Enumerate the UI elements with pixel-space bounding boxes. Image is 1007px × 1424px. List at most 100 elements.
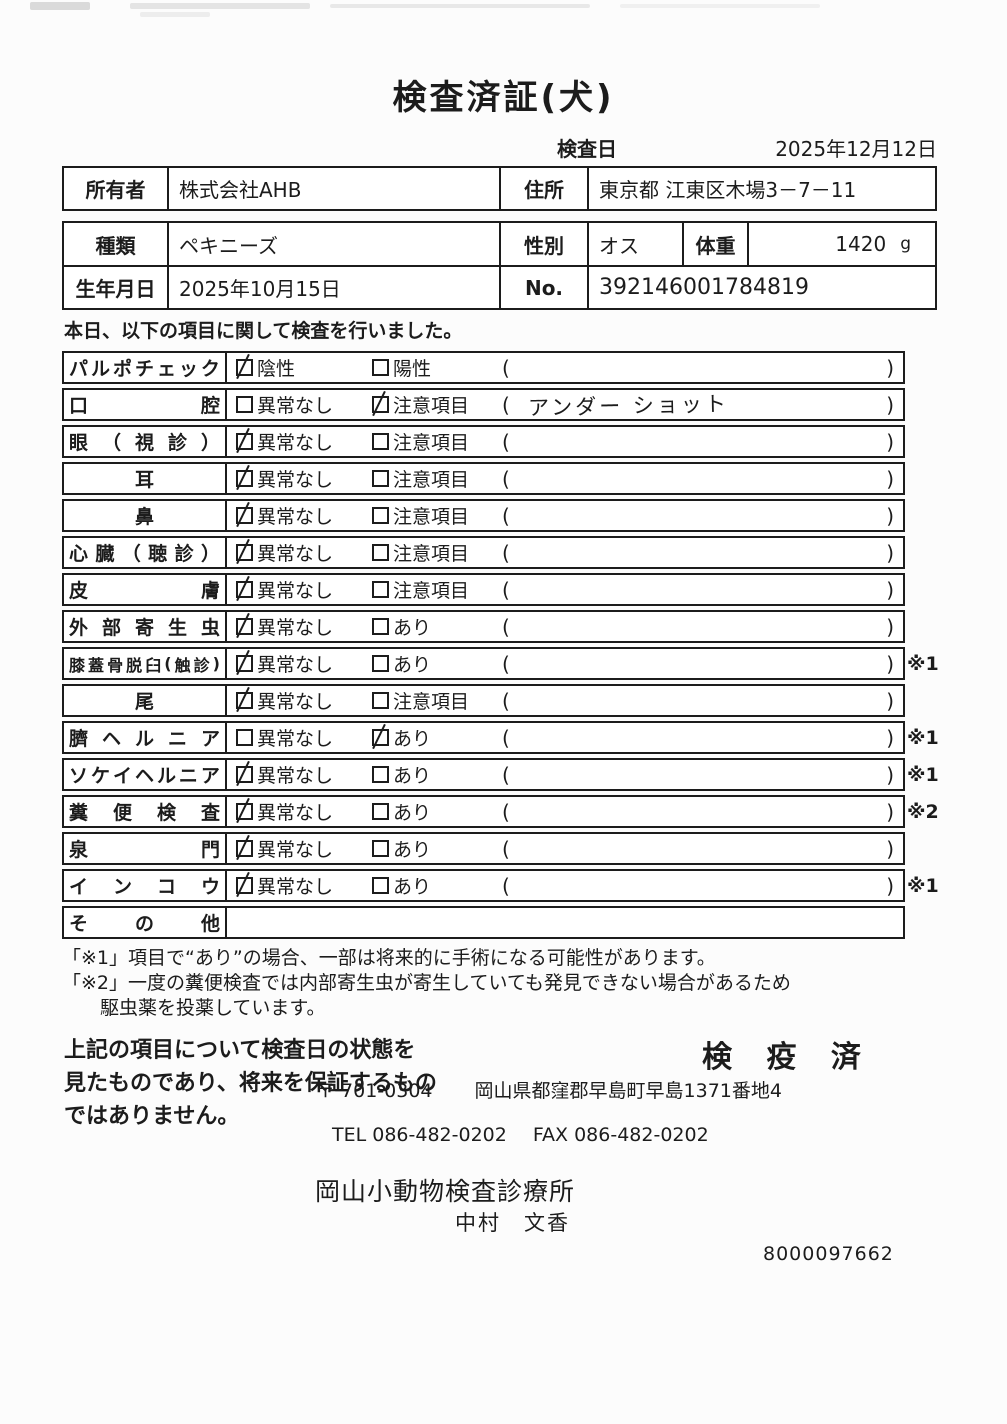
weight-value: 1420 g [747, 223, 939, 265]
clinic-postal-code: 〒 701-0304 [316, 1080, 433, 1102]
option2: 注意項目 [372, 687, 502, 714]
option1-checkbox [236, 692, 253, 709]
option1: 異常なし [236, 835, 372, 862]
paren-open: ( [502, 392, 510, 417]
checklist-row: 皮膚 異常なし 注意項目 ( ) [62, 573, 905, 606]
checklist-row: 外部寄生虫 異常なし あり ( ) [62, 610, 905, 643]
option2: 注意項目 [372, 428, 502, 455]
row-options: 異常なし 注意項目 ( ) [227, 575, 903, 604]
option1-checkbox [236, 803, 253, 820]
option2-checkbox [372, 470, 389, 487]
option1-label: 異常なし [257, 580, 334, 602]
paren-close: ) [886, 651, 894, 676]
pet-table: 種類 ペキニーズ 性別 オス 体重 1420 g 生年月日 2025年10月15… [62, 221, 937, 310]
option2-label: あり [393, 839, 432, 861]
option2-label: 注意項目 [393, 395, 470, 417]
option2-label: 注意項目 [393, 506, 470, 528]
row-options: 異常なし 注意項目 ( ) [227, 686, 903, 715]
checklist-row: ソケイヘルニア 異常なし あり ( ) ※1 [62, 758, 939, 791]
option2: 注意項目 [372, 539, 502, 566]
option2-checkbox [372, 655, 389, 672]
paren-open: ( [502, 873, 510, 898]
option1-checkbox [236, 470, 253, 487]
row-options: 異常なし あり ( ) [227, 797, 903, 826]
paren-open: ( [502, 725, 510, 750]
option1-label: 異常なし [257, 543, 334, 565]
paren-open: ( [502, 540, 510, 565]
option1: 異常なし [236, 613, 372, 640]
paren-close: ) [886, 836, 894, 861]
serial-number: 8000097662 [763, 1243, 894, 1265]
option1: 陰性 [236, 354, 372, 381]
scan-artifact [30, 2, 90, 10]
checklist: パルポチェック 陰性 陽性 ( ) 口腔 異常なし 注意項目 [62, 351, 939, 939]
option2-checkbox [372, 581, 389, 598]
row-options: 異常なし あり ( ) [227, 723, 903, 752]
option1: 異常なし [236, 687, 372, 714]
option1-checkbox [236, 507, 253, 524]
option2-checkbox [372, 618, 389, 635]
option2: 注意項目 [372, 391, 502, 418]
row-remark: ※1 [907, 875, 939, 897]
footnote-2-continued: 駆虫薬を投薬しています。 [100, 997, 326, 1019]
paren-close: ) [886, 799, 894, 824]
option2: 注意項目 [372, 465, 502, 492]
option2-label: 注意項目 [393, 580, 470, 602]
paren-close: ) [886, 688, 894, 713]
option1-label: 異常なし [257, 469, 334, 491]
paren-open: ( [502, 651, 510, 676]
paren-close: ) [886, 466, 894, 491]
paren-open: ( [502, 355, 510, 380]
row-options: 異常なし あり ( ) [227, 871, 903, 900]
option2: あり [372, 761, 502, 788]
row-label: 眼（視診） [64, 427, 227, 456]
row-options: 異常なし あり ( ) [227, 612, 903, 641]
row-options [227, 908, 903, 937]
option2-checkbox [372, 840, 389, 857]
clinic-address-line: 〒 701-0304 岡山県都窪郡早島町早島1371番地4 [316, 1076, 782, 1103]
row-label: 心臓（聴診） [64, 538, 227, 567]
paren-close: ) [886, 577, 894, 602]
footnote-2: 「※2」一度の糞便検査では内部寄生虫が寄生していても発見できない場合があるため [62, 972, 791, 994]
paren-open: ( [502, 429, 510, 454]
owner-label: 所有者 [85, 178, 146, 202]
option1-checkbox [236, 581, 253, 598]
clinic-tel-line: TEL 086-482-0202 FAX 086-482-0202 [332, 1124, 709, 1146]
footnotes: 「※1」項目で“あり”の場合、一部は将来的に手術になる可能性があります。 「※2… [62, 946, 1007, 1021]
option2-label: 注意項目 [393, 691, 470, 713]
option1: 異常なし [236, 650, 372, 677]
option2: あり [372, 724, 502, 751]
row-options: 異常なし 注意項目 ( アンダー ショット ) [227, 390, 903, 420]
row-label: ソケイヘルニア [64, 760, 227, 789]
option1-checkbox [236, 359, 253, 376]
checklist-row: 耳 異常なし 注意項目 ( ) [62, 462, 905, 495]
option1-label: 異常なし [257, 728, 334, 750]
row-label: 糞便検査 [64, 797, 227, 826]
exam-date-label: 検査日 [557, 137, 617, 161]
weight-number: 1420 [835, 232, 887, 256]
option2-label: あり [393, 617, 432, 639]
clinic-address: 岡山県都窪郡早島町早島1371番地4 [474, 1080, 782, 1102]
option1-label: 異常なし [257, 876, 334, 898]
row-options: 異常なし 注意項目 ( ) [227, 464, 903, 493]
option1: 異常なし [236, 576, 372, 603]
option1-label: 異常なし [257, 432, 334, 454]
breed-value: ペキニーズ [167, 223, 499, 265]
weight-label: 体重 [682, 223, 747, 265]
owner-row: 所有者 株式会社AHB 住所 東京都 江東区木場3－7－11 [64, 168, 935, 209]
paren-open: ( [502, 577, 510, 602]
option2-label: 注意項目 [393, 432, 470, 454]
paren-open: ( [502, 466, 510, 491]
option1: 異常なし [236, 798, 372, 825]
scan-artifact [140, 12, 210, 17]
option2: あり [372, 798, 502, 825]
row-label: 口腔 [64, 390, 227, 419]
row-note: アンダー ショット [527, 391, 729, 420]
exam-date-row: 検査日 2025年12月12日 [62, 133, 937, 162]
row-label: パルポチェック [64, 353, 227, 382]
paren-close: ) [886, 392, 894, 417]
exam-date-value: 2025年12月12日 [775, 137, 937, 161]
option2-checkbox [372, 359, 389, 376]
option1-checkbox [236, 840, 253, 857]
paren-close: ) [886, 762, 894, 787]
